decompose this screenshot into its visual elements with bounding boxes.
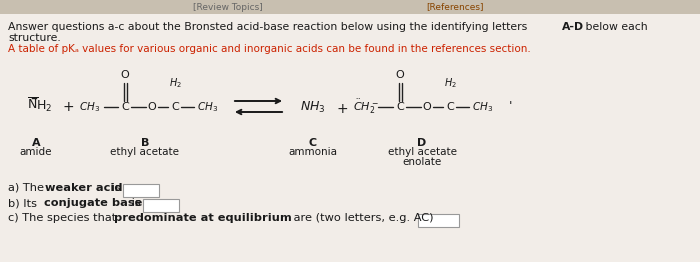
Text: C: C — [121, 102, 129, 112]
Text: $CH_3$: $CH_3$ — [79, 100, 101, 114]
Text: $\ddot{C}H_2^-$: $\ddot{C}H_2^-$ — [353, 98, 379, 116]
Text: predominate at equilibrium: predominate at equilibrium — [114, 213, 292, 223]
Text: b) Its: b) Its — [8, 198, 41, 208]
Text: C: C — [446, 102, 454, 112]
Text: +: + — [336, 102, 348, 116]
Text: O: O — [395, 70, 405, 80]
Text: conjugate base: conjugate base — [44, 198, 142, 208]
FancyBboxPatch shape — [417, 214, 458, 227]
FancyBboxPatch shape — [122, 183, 158, 196]
Text: O: O — [423, 102, 431, 112]
Text: [Review Topics]: [Review Topics] — [193, 3, 262, 12]
Text: A-D: A-D — [562, 22, 584, 32]
Text: D: D — [417, 138, 426, 148]
Text: are (two letters, e.g. AC): are (two letters, e.g. AC) — [290, 213, 433, 223]
Text: is: is — [108, 183, 120, 193]
Text: O: O — [148, 102, 156, 112]
Text: is: is — [128, 198, 141, 208]
Text: C: C — [171, 102, 179, 112]
Text: +: + — [62, 100, 74, 114]
Bar — [0, 0, 700, 14]
Text: $CH_3$: $CH_3$ — [473, 100, 494, 114]
Text: $NH_3$: $NH_3$ — [300, 100, 326, 114]
Text: $CH_3$: $CH_3$ — [197, 100, 218, 114]
Text: structure.: structure. — [8, 33, 61, 43]
Text: weaker acid: weaker acid — [45, 183, 122, 193]
Text: $H_2$: $H_2$ — [169, 76, 181, 90]
Text: enolate: enolate — [402, 157, 442, 167]
Text: amide: amide — [20, 147, 52, 157]
Text: $\mathregular{\overline{N}H_2}$: $\mathregular{\overline{N}H_2}$ — [27, 96, 52, 114]
Text: ': ' — [508, 101, 512, 113]
Text: ethyl acetate: ethyl acetate — [111, 147, 179, 157]
Text: C: C — [309, 138, 317, 148]
Text: below each: below each — [582, 22, 648, 32]
Text: A table of pKₐ values for various organic and inorganic acids can be found in th: A table of pKₐ values for various organi… — [8, 44, 531, 54]
Text: O: O — [120, 70, 130, 80]
FancyBboxPatch shape — [143, 199, 178, 211]
Text: c) The species that: c) The species that — [8, 213, 120, 223]
Text: A: A — [32, 138, 41, 148]
Text: C: C — [396, 102, 404, 112]
Text: a) The: a) The — [8, 183, 48, 193]
Text: B: B — [141, 138, 149, 148]
Text: ammonia: ammonia — [288, 147, 337, 157]
Text: $H_2$: $H_2$ — [444, 76, 456, 90]
Text: Answer questions a-c about the Bronsted acid-base reaction below using the ident: Answer questions a-c about the Bronsted … — [8, 22, 531, 32]
Text: [References]: [References] — [426, 3, 484, 12]
Text: ethyl acetate: ethyl acetate — [388, 147, 456, 157]
